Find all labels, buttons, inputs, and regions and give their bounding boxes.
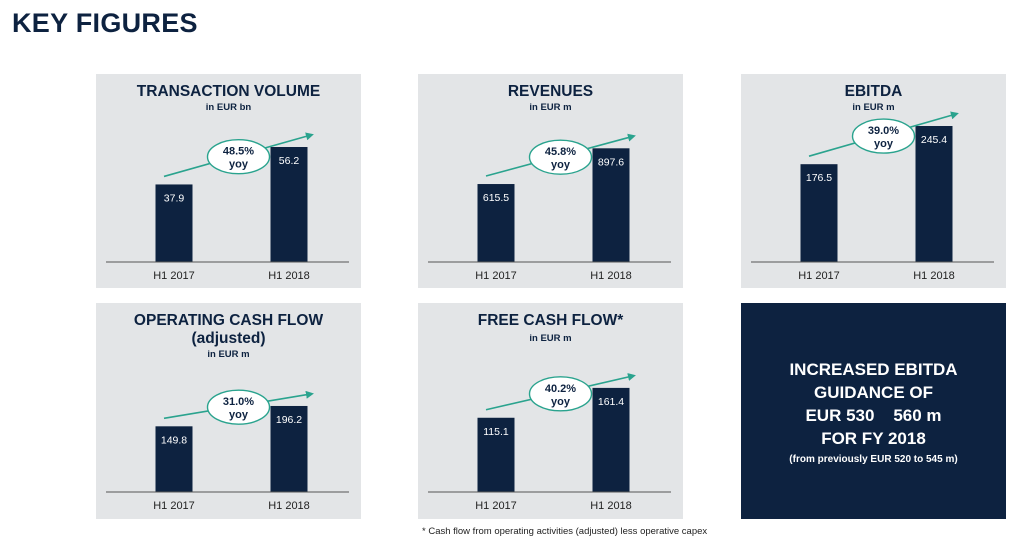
bar-data-label: 37.9	[164, 192, 185, 204]
ebitda-chart: 176.5 H1 2017 245.4 H1 2018 39.0%yoy	[751, 111, 994, 282]
panel-title-line2: (adjusted)	[191, 330, 266, 347]
x-tick-label: H1 2017	[475, 270, 517, 282]
revenues-panel: REVENUES in EUR m 615.5 H1 2017 897.6 H1 20…	[418, 74, 683, 288]
yoy-percent: 40.2%	[545, 383, 576, 395]
free-cash-flow-chart: 115.1 H1 2017 161.4 H1 2018 40.2%yoy	[428, 373, 671, 512]
yoy-label: yoy	[229, 159, 249, 171]
x-tick-label: H1 2018	[913, 270, 955, 282]
bar-data-label: 615.5	[483, 192, 509, 204]
ebitda-panel: EBITDA in EUR m 176.5 H1 2017 245.4 H1 2018…	[741, 74, 1006, 288]
transaction-volume-chart: 37.9 H1 2017 56.2 H1 2018 48.5%yoy	[106, 132, 349, 282]
yoy-label: yoy	[874, 138, 894, 150]
guidance-line-4: FOR FY 2018	[821, 428, 926, 448]
ebitda-guidance-box: INCREASED EBITDA GUIDANCE OF EUR 530 560…	[741, 303, 1006, 519]
x-tick-label: H1 2018	[590, 270, 632, 282]
operating-cash-flow-panel: OPERATING CASH FLOW (adjusted) in EUR m …	[96, 303, 361, 519]
panel-unit: in EUR m	[529, 333, 572, 344]
bar-data-label: 56.2	[279, 155, 300, 167]
x-tick-label: H1 2018	[268, 500, 310, 512]
yoy-percent: 31.0%	[223, 396, 254, 408]
bar-h1-2017	[800, 164, 838, 262]
transaction-volume-panel: TRANSACTION VOLUME in EUR bn 37.9 H1 2017…	[96, 74, 361, 288]
yoy-badge	[206, 389, 271, 425]
panel-title: FREE CASH FLOW*	[477, 312, 624, 329]
bar-h1-2018	[270, 405, 308, 492]
panel-unit: in EUR m	[207, 349, 250, 360]
panel-title: OPERATING CASH FLOW	[133, 312, 324, 329]
free-cash-flow-panel: FREE CASH FLOW* in EUR m 115.1 H1 2017 161…	[418, 303, 683, 519]
guidance-line-2: GUIDANCE OF	[814, 382, 933, 402]
yoy-percent: 48.5%	[223, 146, 254, 158]
bar-data-label: 897.6	[598, 156, 624, 168]
revenues-chart: 615.5 H1 2017 897.6 H1 2018 45.8%yoy	[428, 133, 671, 282]
bar-h1-2018	[270, 147, 308, 262]
bar-h1-2018	[915, 126, 953, 262]
yoy-percent: 39.0%	[868, 125, 899, 137]
bar-h1-2018	[592, 148, 630, 262]
x-tick-label: H1 2017	[153, 500, 195, 512]
x-tick-label: H1 2018	[590, 500, 632, 512]
x-tick-label: H1 2018	[268, 270, 310, 282]
panel-unit: in EUR m	[529, 102, 572, 113]
yoy-badge	[528, 139, 593, 175]
panel-unit: in EUR bn	[205, 102, 252, 113]
yoy-badge	[851, 118, 916, 154]
x-tick-label: H1 2017	[798, 270, 840, 282]
bar-data-label: 245.4	[921, 134, 947, 146]
bar-h1-2017	[155, 184, 193, 262]
panel-title: REVENUES	[507, 83, 594, 100]
guidance-note: (from previously EUR 520 to 545 m)	[789, 453, 958, 465]
yoy-badge	[528, 376, 593, 412]
yoy-percent: 45.8%	[545, 146, 576, 158]
yoy-label: yoy	[551, 396, 571, 408]
yoy-badge	[206, 139, 271, 175]
guidance-line-1: INCREASED EBITDA	[789, 359, 958, 379]
bar-data-label: 196.2	[276, 414, 302, 426]
panel-unit: in EUR m	[852, 102, 895, 113]
footnote: * Cash flow from operating activities (a…	[422, 526, 708, 537]
panel-title: EBITDA	[844, 83, 903, 100]
bar-h1-2017	[477, 184, 515, 262]
bar-h1-2018	[592, 387, 630, 492]
x-tick-label: H1 2017	[153, 270, 195, 282]
page-title: KEY FIGURES	[12, 8, 198, 38]
bar-data-label: 149.8	[161, 434, 187, 446]
guidance-line-3: EUR 530 560 m	[805, 405, 942, 425]
operating-cash-flow-chart: 149.8 H1 2017 196.2 H1 2018 31.0%yoy	[106, 389, 349, 512]
yoy-label: yoy	[551, 159, 571, 171]
panel-title: TRANSACTION VOLUME	[136, 83, 321, 100]
bar-data-label: 161.4	[598, 396, 624, 408]
bar-data-label: 176.5	[806, 172, 832, 184]
x-tick-label: H1 2017	[475, 500, 517, 512]
yoy-label: yoy	[229, 409, 249, 421]
bar-data-label: 115.1	[483, 426, 509, 438]
bar-h1-2017	[155, 426, 193, 492]
bar-h1-2017	[477, 417, 515, 492]
